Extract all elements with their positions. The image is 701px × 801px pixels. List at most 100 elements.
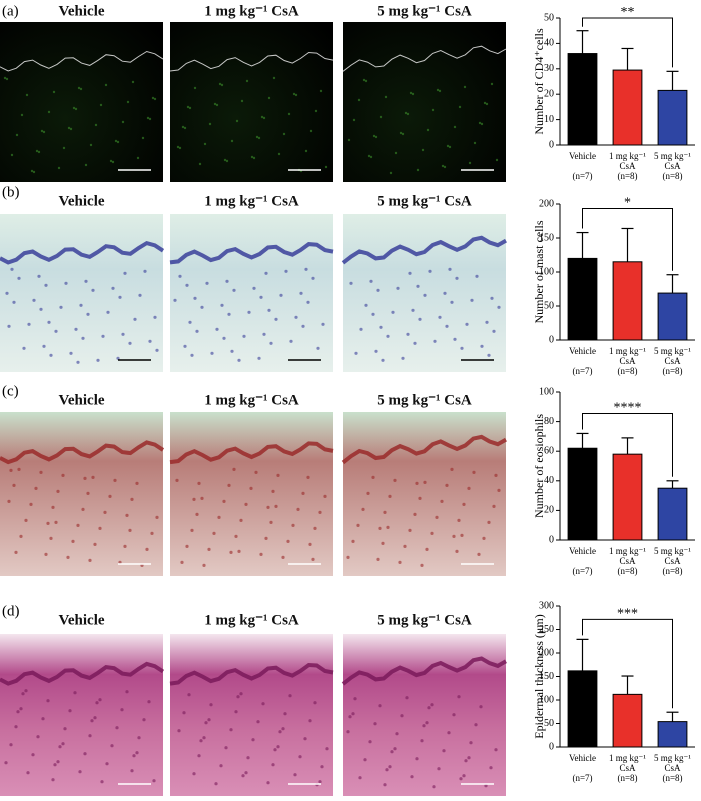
cell	[480, 344, 484, 348]
cell	[251, 738, 255, 742]
significance-bracket	[582, 17, 673, 68]
cell	[318, 510, 322, 514]
cell	[12, 483, 16, 487]
cell	[225, 279, 229, 283]
epidermis	[0, 240, 165, 265]
cell	[230, 139, 234, 143]
y-axis-label: Number of CD4⁺cells	[532, 28, 546, 135]
cell	[411, 92, 415, 96]
cell	[39, 470, 43, 474]
cell	[91, 475, 95, 479]
cell	[409, 91, 413, 95]
cell	[346, 555, 350, 560]
cell	[111, 160, 115, 164]
epidermis	[341, 235, 507, 265]
image-title: 5 mg kg⁻¹ CsA	[377, 392, 472, 408]
cell	[121, 332, 125, 336]
cell	[40, 129, 44, 133]
cell	[426, 128, 430, 132]
cell	[489, 766, 493, 770]
cell	[256, 720, 260, 724]
cell	[81, 336, 85, 340]
cell	[490, 82, 494, 86]
cell	[31, 753, 35, 757]
cell	[27, 322, 31, 326]
cell	[234, 534, 238, 539]
cell	[105, 762, 109, 766]
cell	[36, 735, 40, 739]
x-tick-label: 5 mg kg⁻¹	[654, 346, 691, 356]
cell	[26, 771, 30, 775]
cell	[143, 269, 147, 273]
x-tick-label: CsA	[664, 763, 681, 773]
cell	[467, 486, 471, 490]
x-tick-label: CsA	[664, 161, 681, 171]
cell	[264, 271, 268, 275]
cell	[378, 704, 382, 708]
cell	[394, 151, 398, 155]
cell	[155, 348, 159, 352]
significance-bracket	[582, 618, 673, 709]
cell	[34, 486, 38, 490]
cell	[202, 736, 206, 740]
cell	[438, 89, 442, 93]
cell	[10, 267, 14, 271]
y-tick-label: 50	[544, 718, 554, 729]
cell	[369, 155, 373, 159]
cell	[95, 701, 99, 705]
cell	[185, 283, 189, 287]
cell	[299, 291, 303, 295]
cell	[128, 341, 132, 345]
cell	[351, 539, 355, 544]
cell	[147, 700, 151, 704]
cell	[90, 719, 94, 723]
cell	[445, 324, 449, 328]
cell	[153, 315, 157, 319]
cell	[111, 286, 115, 290]
micrograph	[170, 214, 333, 372]
cell	[130, 769, 134, 773]
cell	[480, 122, 484, 126]
cell	[484, 784, 488, 788]
x-tick-label: (n=8)	[617, 366, 637, 376]
cell	[276, 745, 280, 749]
epidermis	[169, 441, 334, 465]
cell	[5, 291, 9, 295]
epidermis	[0, 661, 165, 686]
image-title: 5 mg kg⁻¹ CsA	[377, 193, 472, 209]
cell	[462, 502, 466, 506]
cell	[403, 544, 407, 549]
cell	[244, 771, 248, 775]
panel-letter: (a)	[2, 3, 19, 19]
bar	[612, 69, 643, 146]
bar	[657, 721, 688, 748]
cell	[69, 351, 73, 355]
cell	[42, 344, 46, 348]
cell	[9, 743, 13, 747]
cell	[416, 284, 420, 288]
cell	[351, 712, 355, 716]
cell	[478, 121, 482, 125]
cell	[418, 317, 422, 321]
cell	[64, 281, 68, 285]
cell	[213, 102, 217, 106]
cell	[487, 520, 491, 525]
epidermis	[169, 662, 334, 686]
cell	[148, 117, 152, 121]
y-tick-label: 30	[544, 63, 554, 74]
cell	[51, 505, 55, 509]
epidermis	[0, 440, 165, 465]
y-tick-label: 80	[544, 416, 554, 427]
cell	[113, 478, 117, 482]
cell	[446, 144, 450, 148]
cell	[135, 751, 139, 755]
y-tick-label: 40	[544, 475, 554, 486]
cell	[445, 483, 449, 487]
cell	[364, 79, 368, 83]
cell	[220, 83, 224, 87]
cell	[494, 473, 498, 477]
y-tick-label: 50	[544, 12, 554, 23]
cell	[37, 274, 41, 278]
significance-label: *	[624, 196, 631, 211]
cell	[406, 332, 410, 336]
